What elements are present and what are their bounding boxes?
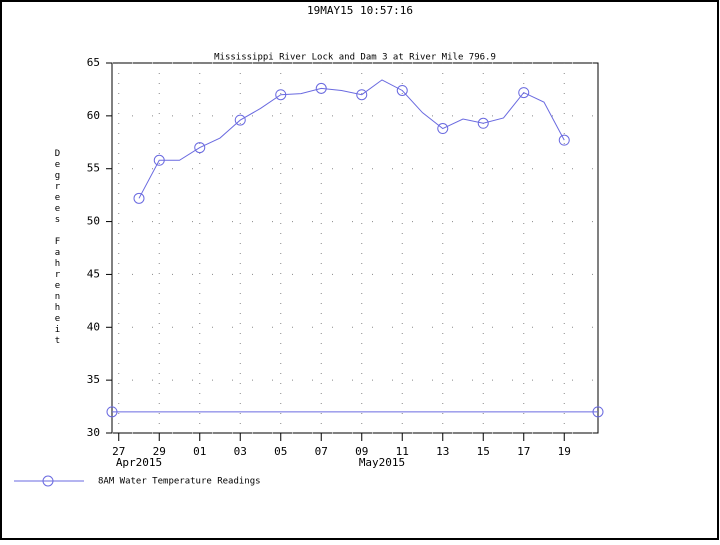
legend-marker bbox=[42, 475, 54, 487]
plot-frame bbox=[111, 62, 599, 434]
x-tick-label: 13 bbox=[436, 445, 449, 458]
data-marker bbox=[518, 87, 530, 99]
reference-marker bbox=[592, 406, 604, 418]
x-tick-label: 15 bbox=[477, 445, 490, 458]
x-tick-label: 05 bbox=[274, 445, 287, 458]
data-marker bbox=[275, 89, 287, 101]
data-marker bbox=[477, 117, 489, 129]
x-tick-label: 03 bbox=[234, 445, 247, 458]
x-tick-label: 29 bbox=[153, 445, 166, 458]
data-line bbox=[138, 79, 565, 199]
reference-marker bbox=[106, 406, 118, 418]
x-tick-label: 09 bbox=[355, 445, 368, 458]
x-tick-label: 17 bbox=[517, 445, 530, 458]
data-marker bbox=[234, 114, 246, 126]
data-marker bbox=[558, 134, 570, 146]
x-tick-label: 07 bbox=[315, 445, 328, 458]
chart-title: Mississippi River Lock and Dam 3 at Rive… bbox=[214, 53, 496, 63]
y-tick-label: 40 bbox=[87, 320, 100, 333]
x-tick-label: 01 bbox=[193, 445, 206, 458]
data-marker bbox=[437, 123, 449, 135]
data-marker bbox=[356, 89, 368, 101]
y-tick-label: 65 bbox=[87, 56, 100, 69]
y-tick-label: 60 bbox=[87, 109, 100, 122]
x-tick-label: 19 bbox=[558, 445, 571, 458]
month-label: Apr2015 bbox=[116, 456, 162, 469]
data-marker bbox=[153, 154, 165, 166]
month-label: May2015 bbox=[359, 456, 405, 469]
y-tick-label: 45 bbox=[87, 267, 100, 280]
data-marker bbox=[133, 192, 145, 204]
x-tick-label: 11 bbox=[396, 445, 409, 458]
data-marker bbox=[396, 84, 408, 96]
data-marker bbox=[194, 142, 206, 154]
legend-label: 8AM Water Temperature Readings bbox=[98, 477, 261, 487]
data-marker bbox=[315, 82, 327, 94]
y-tick-label: 30 bbox=[87, 426, 100, 439]
y-tick-label: 35 bbox=[87, 373, 100, 386]
x-tick-label: 27 bbox=[112, 445, 125, 458]
y-tick-label: 50 bbox=[87, 215, 100, 228]
y-tick-label: 55 bbox=[87, 162, 100, 175]
y-axis-label: Degrees Fahrenheit bbox=[53, 149, 63, 347]
timestamp: 19MAY15 10:57:16 bbox=[307, 4, 413, 17]
